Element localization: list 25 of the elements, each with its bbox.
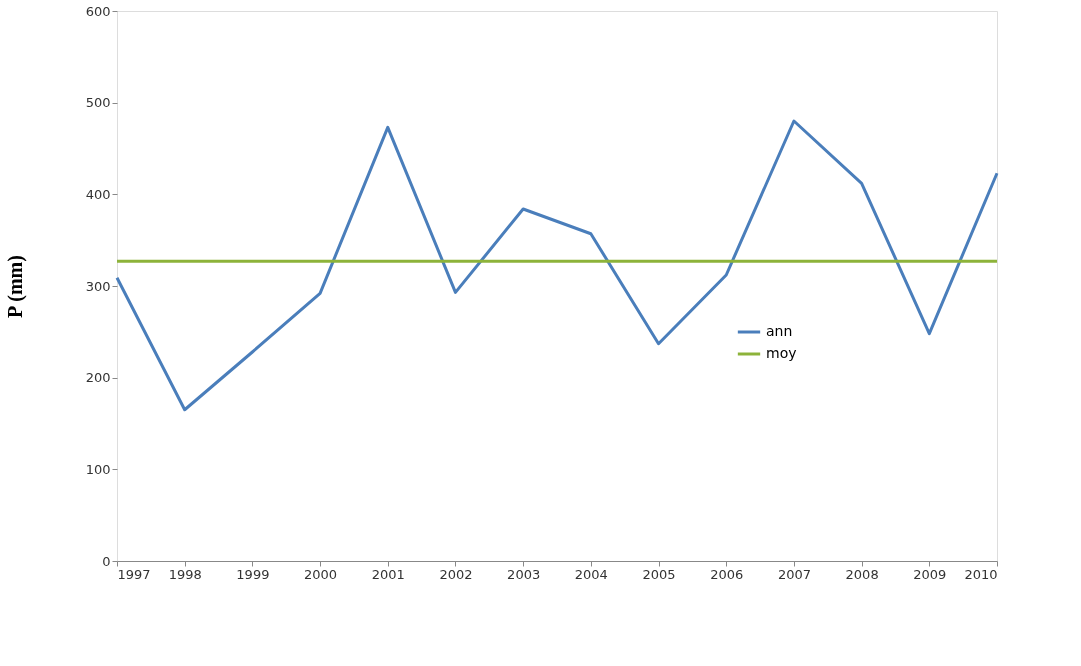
legend-label: moy [766, 345, 797, 361]
line-series [115, 119, 999, 412]
y-tick-label: 500 [85, 95, 111, 111]
y-tick-label: 100 [85, 461, 111, 477]
x-tick-label: 2009 [913, 566, 947, 582]
x-tick-label: 1998 [168, 566, 202, 582]
x-tick-label: 2005 [642, 566, 676, 582]
y-tick-label: 300 [85, 278, 111, 294]
y-axis-title: P (mm) [3, 255, 27, 318]
y-tick-label: 200 [85, 370, 111, 386]
x-tick-label: 2004 [574, 566, 608, 582]
x-tick-label: 2010 [964, 566, 998, 582]
legend-label: ann [766, 323, 793, 339]
x-tick-label: 2000 [304, 566, 338, 582]
x-tick-label: 2003 [507, 566, 541, 582]
x-tick-label: 1997 [117, 566, 151, 582]
y-tick-label: 400 [85, 186, 111, 202]
x-tick-label: 1999 [236, 566, 270, 582]
x-tick-label: 2002 [439, 566, 473, 582]
x-tick-label: 2006 [710, 566, 744, 582]
x-tick-label: 2001 [371, 566, 405, 582]
x-tick-label: 2007 [777, 566, 811, 582]
y-tick-label: 0 [102, 553, 111, 569]
y-tick-label: 600 [85, 3, 111, 19]
x-tick-label: 2008 [845, 566, 879, 582]
